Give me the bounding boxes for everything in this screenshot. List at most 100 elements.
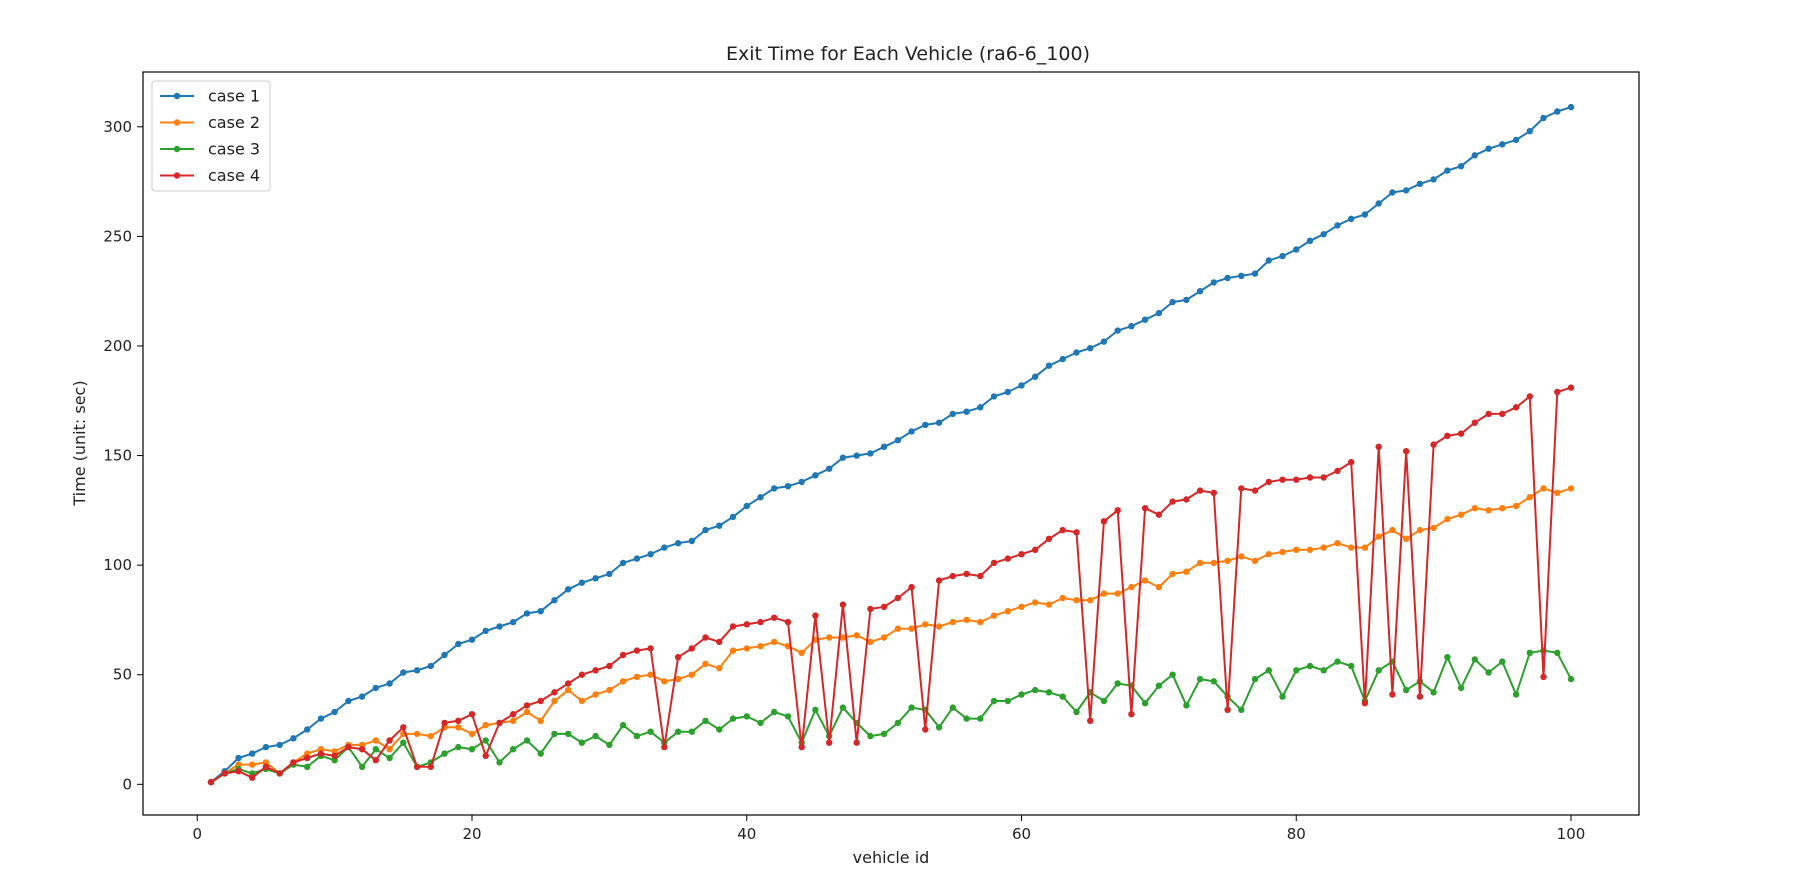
data-point	[427, 662, 434, 670]
y-tick-label: 150	[103, 447, 132, 465]
data-point	[949, 410, 956, 418]
data-point	[1032, 686, 1039, 694]
data-point	[1183, 496, 1190, 503]
data-point	[1540, 673, 1547, 681]
data-point	[1471, 505, 1479, 512]
data-point	[565, 586, 572, 593]
data-point	[1128, 323, 1135, 330]
data-point	[1416, 526, 1424, 534]
y-tick-label: 250	[103, 227, 132, 245]
data-point	[894, 437, 902, 444]
data-point	[537, 750, 544, 757]
data-point	[441, 719, 448, 727]
data-point	[1444, 167, 1451, 174]
data-point	[1499, 505, 1506, 512]
data-point	[1320, 474, 1327, 481]
data-point	[331, 748, 338, 755]
data-point	[729, 647, 737, 654]
data-point	[1073, 597, 1080, 604]
data-point	[619, 721, 627, 729]
data-point	[633, 732, 641, 740]
data-point	[235, 761, 242, 768]
y-tick-label: 50	[113, 666, 132, 684]
data-point	[1100, 590, 1108, 597]
data-point	[867, 605, 874, 613]
data-point	[1045, 601, 1053, 608]
data-point	[523, 737, 531, 744]
data-point	[674, 728, 682, 735]
data-point	[537, 697, 544, 705]
data-point	[304, 763, 311, 770]
data-point	[1471, 152, 1479, 159]
data-point	[1320, 231, 1327, 238]
data-point	[1087, 345, 1094, 352]
data-point	[1196, 288, 1204, 295]
data-point	[372, 684, 379, 692]
data-point	[1306, 474, 1314, 481]
data-point	[784, 618, 792, 626]
data-point	[1279, 548, 1286, 556]
data-point	[1361, 211, 1369, 218]
data-point	[1457, 511, 1465, 518]
data-point	[1032, 599, 1039, 606]
data-point	[1375, 667, 1382, 674]
data-point	[771, 638, 778, 646]
data-point	[592, 691, 599, 698]
series-4	[207, 384, 1575, 786]
data-point	[1141, 316, 1149, 323]
data-point	[702, 526, 709, 534]
data-point	[1018, 691, 1025, 698]
data-point	[688, 537, 695, 545]
data-point	[1279, 693, 1286, 700]
series-line	[210, 106, 1572, 783]
data-point	[1348, 458, 1355, 466]
data-point	[1183, 702, 1190, 709]
data-point	[606, 570, 613, 578]
data-point	[812, 706, 819, 713]
data-point	[317, 750, 325, 757]
data-point	[1238, 485, 1245, 492]
x-axis-ticks: 0 20 40 60 80 100	[192, 815, 1585, 843]
data-point	[221, 770, 228, 777]
data-point	[1100, 338, 1108, 345]
data-point	[523, 708, 531, 716]
data-point	[1361, 544, 1369, 551]
data-point	[1155, 682, 1163, 689]
data-point	[1100, 518, 1108, 525]
data-point	[482, 721, 489, 729]
data-point	[358, 693, 366, 700]
data-point	[290, 759, 297, 766]
data-point	[935, 623, 943, 630]
data-point	[1210, 678, 1218, 685]
data-point	[1471, 419, 1479, 426]
data-point	[1087, 597, 1094, 604]
data-point	[510, 618, 517, 626]
data-point	[1485, 507, 1492, 514]
data-point	[468, 730, 476, 738]
data-point	[1059, 693, 1066, 700]
data-point	[317, 746, 325, 753]
data-point	[935, 577, 943, 584]
data-point	[1416, 180, 1424, 187]
data-point	[1032, 373, 1039, 380]
data-point	[1169, 671, 1176, 678]
data-point	[1526, 649, 1534, 656]
data-point	[1554, 388, 1561, 396]
data-point	[743, 645, 750, 652]
data-point	[949, 704, 956, 711]
chart-title: Exit Time for Each Vehicle (ra6-6_100)	[726, 43, 1090, 65]
data-point	[1526, 128, 1534, 135]
data-point	[1512, 136, 1520, 144]
data-point	[1567, 485, 1575, 492]
data-point	[1348, 662, 1355, 670]
data-point	[880, 443, 888, 450]
data-point	[1073, 349, 1080, 356]
data-point	[372, 737, 379, 744]
series-2	[207, 485, 1575, 786]
data-point	[633, 555, 641, 562]
data-point	[1155, 583, 1163, 591]
y-axis-label: Time (unit: sec)	[70, 380, 89, 506]
data-point	[331, 708, 338, 716]
data-point	[633, 647, 641, 654]
data-point	[1293, 476, 1300, 483]
